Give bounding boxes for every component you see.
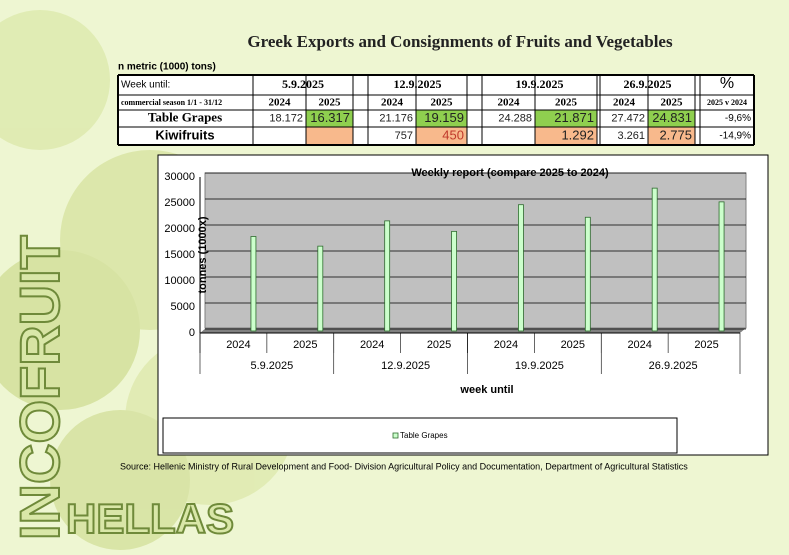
cell-value: 19.159 (424, 110, 464, 125)
legend-swatch (392, 432, 399, 439)
y-tick-label: 10000 (164, 275, 195, 287)
week-header: 19.9.2025 (516, 77, 564, 91)
pct-value: -14,9% (719, 131, 751, 142)
pct-header: % (720, 75, 734, 92)
bar (384, 220, 391, 332)
chart-title: Weekly report (compare 2025 to 2024) (411, 167, 609, 179)
cell-value: 450 (442, 127, 464, 142)
cell-value: 24.831 (652, 110, 692, 125)
source: Source: Hellenic Ministry of Rural Devel… (120, 461, 688, 471)
logo-line2: HELLAS (66, 495, 234, 542)
season-label: commercial season 1/1 - 31/12 (121, 98, 222, 107)
week-header: 26.9.2025 (624, 77, 672, 91)
x-tick-label: 2024 (226, 339, 250, 351)
cell-highlight (416, 110, 467, 127)
year-header: 2025 (555, 97, 578, 109)
year-header: 2024 (613, 97, 636, 109)
year-header: 2024 (381, 97, 404, 109)
group-label: 12.9.2025 (381, 360, 430, 372)
week-label: Week until: (121, 80, 170, 91)
cell-value: 1.292 (561, 127, 594, 142)
table: Week until: 5.9.2025 12.9.2025 19.9.2025 26.… (117, 74, 755, 146)
bar (451, 230, 457, 332)
page-title: Greek Exports and Consignments of Fruits… (247, 32, 673, 51)
y-axis-label: tonnes (1000x) (197, 216, 209, 293)
x-tick-label: 2024 (360, 339, 384, 351)
legend-box (162, 417, 678, 454)
bar (518, 204, 524, 332)
bar (250, 236, 257, 332)
x-tick-label: 2025 (561, 339, 585, 351)
y-tick-label: 20000 (164, 223, 195, 235)
row-name: Table Grapes (148, 109, 222, 124)
cell-value: 16.317 (310, 110, 350, 125)
y-tick-label: 15000 (164, 249, 195, 261)
y-tick-label: 25000 (164, 197, 195, 209)
group-label: 19.9.2025 (515, 360, 564, 372)
y-tick-label: 0 (189, 327, 195, 339)
group-label: 5.9.2025 (250, 360, 293, 372)
cell-value: 18.172 (269, 112, 303, 124)
year-header: 2025 (661, 97, 684, 109)
x-tick-label: 2025 (293, 339, 317, 351)
cell-highlight (648, 127, 695, 145)
bar (317, 245, 324, 332)
x-axis-label: week until (459, 384, 513, 396)
pct-value: -9,6% (725, 113, 751, 124)
x-tick-label: 2024 (627, 339, 651, 351)
cell-highlight (535, 127, 597, 145)
cell-value: 21.176 (379, 112, 413, 124)
y-tick-label: 5000 (171, 301, 195, 313)
cell-highlight (416, 127, 467, 145)
group-label: 26.9.2025 (649, 360, 698, 372)
cell-value: 24.288 (498, 112, 532, 124)
row-name: Kiwifruits (155, 127, 214, 142)
cell-value: 27.472 (611, 112, 645, 124)
cell-highlight (306, 110, 353, 127)
year-header: 2025 (431, 97, 454, 109)
legend-entry: Table Grapes (400, 431, 448, 440)
x-tick-label: 2024 (494, 339, 518, 351)
logo-line1: INCOFRUIT (8, 235, 71, 540)
plot-wall (204, 172, 747, 329)
cell-value: 757 (395, 130, 413, 142)
week-header: 5.9.2025 (282, 77, 324, 91)
week-header: 12.9.2025 (394, 77, 442, 91)
x-tick-label: 2025 (694, 339, 718, 351)
cell-highlight (535, 110, 597, 127)
x-tick-label: 2025 (427, 339, 451, 351)
cell-value: 21.871 (554, 110, 594, 125)
cell-value: 2.775 (659, 127, 692, 142)
chart: 0 5000 10000 15000 20000 25000 30000 Weekly rep… (162, 167, 747, 454)
bar (718, 201, 725, 332)
cell-highlight (648, 110, 695, 127)
year-header: 2024 (269, 97, 292, 109)
cell-value: 3.261 (617, 130, 645, 142)
bar (584, 216, 591, 332)
pct-sub: 2025 v 2024 (707, 98, 747, 107)
bar (651, 187, 658, 332)
y-tick-label: 30000 (164, 171, 195, 183)
unit-note: n metric (1000) tons) (118, 62, 216, 73)
cell-highlight (306, 127, 353, 145)
year-header: 2024 (498, 97, 521, 109)
year-header: 2025 (319, 97, 342, 109)
